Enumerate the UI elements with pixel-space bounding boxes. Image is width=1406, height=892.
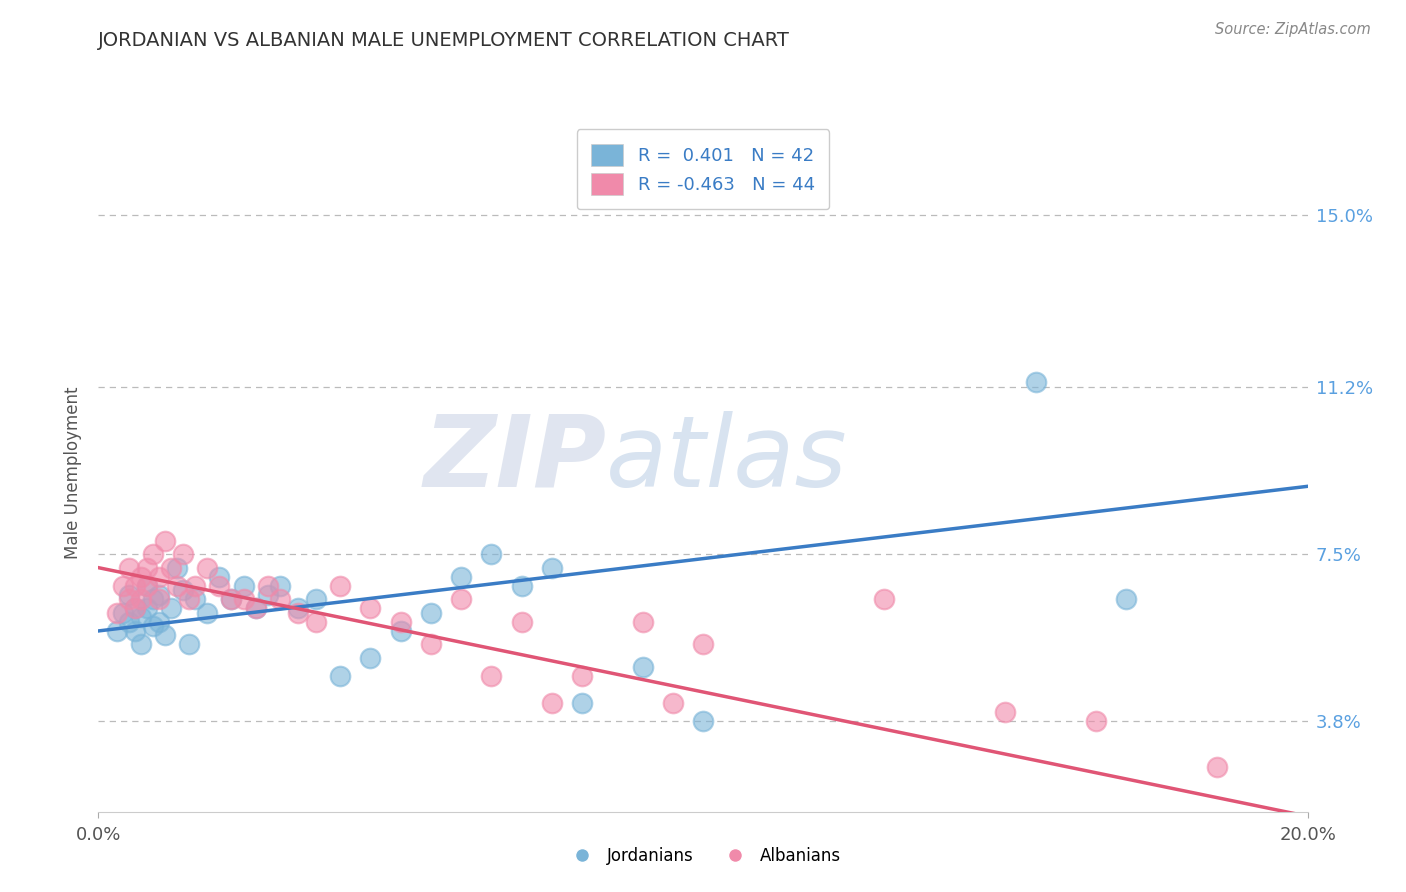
Point bbox=[287, 601, 309, 615]
Point bbox=[540, 560, 562, 574]
Point bbox=[510, 579, 533, 593]
Point bbox=[994, 706, 1017, 720]
Point bbox=[269, 592, 291, 607]
Point bbox=[873, 592, 896, 607]
Point bbox=[153, 533, 176, 548]
Point bbox=[179, 638, 201, 652]
Point bbox=[124, 601, 146, 615]
Point bbox=[208, 570, 231, 584]
Point bbox=[153, 628, 176, 642]
Point bbox=[129, 592, 152, 607]
Point bbox=[420, 606, 443, 620]
Point bbox=[1115, 592, 1137, 607]
Point bbox=[256, 588, 278, 602]
Point bbox=[111, 606, 134, 620]
Point bbox=[105, 624, 128, 638]
Point bbox=[1085, 714, 1108, 729]
Text: atlas: atlas bbox=[606, 410, 848, 508]
Point bbox=[305, 592, 328, 607]
Point bbox=[160, 560, 183, 574]
Point bbox=[420, 638, 443, 652]
Legend: Jordanians, Albanians: Jordanians, Albanians bbox=[558, 840, 848, 871]
Point bbox=[179, 592, 201, 607]
Point bbox=[148, 570, 170, 584]
Point bbox=[692, 638, 714, 652]
Point bbox=[118, 560, 141, 574]
Point bbox=[105, 606, 128, 620]
Point bbox=[631, 660, 654, 674]
Point bbox=[245, 601, 267, 615]
Point bbox=[287, 606, 309, 620]
Text: Source: ZipAtlas.com: Source: ZipAtlas.com bbox=[1215, 22, 1371, 37]
Point bbox=[148, 615, 170, 629]
Point bbox=[195, 606, 218, 620]
Point bbox=[184, 592, 207, 607]
Point bbox=[142, 592, 165, 607]
Point bbox=[450, 570, 472, 584]
Point bbox=[118, 588, 141, 602]
Point bbox=[571, 696, 593, 710]
Point bbox=[135, 579, 157, 593]
Point bbox=[232, 579, 254, 593]
Point bbox=[389, 624, 412, 638]
Point bbox=[269, 579, 291, 593]
Y-axis label: Male Unemployment: Male Unemployment bbox=[65, 386, 83, 559]
Point bbox=[124, 601, 146, 615]
Text: JORDANIAN VS ALBANIAN MALE UNEMPLOYMENT CORRELATION CHART: JORDANIAN VS ALBANIAN MALE UNEMPLOYMENT … bbox=[98, 31, 790, 50]
Point bbox=[571, 669, 593, 683]
Point bbox=[166, 579, 188, 593]
Point bbox=[129, 570, 152, 584]
Point bbox=[135, 579, 157, 593]
Point bbox=[129, 610, 152, 624]
Point bbox=[631, 615, 654, 629]
Point bbox=[124, 579, 146, 593]
Point bbox=[172, 583, 194, 598]
Point bbox=[329, 669, 352, 683]
Point bbox=[232, 592, 254, 607]
Point bbox=[305, 615, 328, 629]
Point bbox=[221, 592, 243, 607]
Point bbox=[256, 579, 278, 593]
Point bbox=[166, 560, 188, 574]
Point bbox=[118, 592, 141, 607]
Point bbox=[692, 714, 714, 729]
Point bbox=[360, 651, 382, 665]
Point bbox=[481, 669, 503, 683]
Point bbox=[111, 579, 134, 593]
Point bbox=[245, 601, 267, 615]
Point bbox=[389, 615, 412, 629]
Point bbox=[450, 592, 472, 607]
Point bbox=[148, 592, 170, 607]
Point bbox=[208, 579, 231, 593]
Point bbox=[160, 601, 183, 615]
Point bbox=[148, 588, 170, 602]
Point bbox=[195, 560, 218, 574]
Point bbox=[481, 547, 503, 561]
Point bbox=[360, 601, 382, 615]
Point bbox=[129, 638, 152, 652]
Point bbox=[124, 624, 146, 638]
Text: ZIP: ZIP bbox=[423, 410, 606, 508]
Point bbox=[510, 615, 533, 629]
Point bbox=[1024, 376, 1046, 390]
Point bbox=[118, 615, 141, 629]
Point bbox=[135, 560, 157, 574]
Point bbox=[184, 579, 207, 593]
Point bbox=[540, 696, 562, 710]
Point bbox=[329, 579, 352, 593]
Point bbox=[135, 601, 157, 615]
Point bbox=[1206, 759, 1229, 773]
Point bbox=[172, 547, 194, 561]
Point bbox=[142, 619, 165, 633]
Point bbox=[142, 547, 165, 561]
Point bbox=[662, 696, 685, 710]
Point bbox=[221, 592, 243, 607]
